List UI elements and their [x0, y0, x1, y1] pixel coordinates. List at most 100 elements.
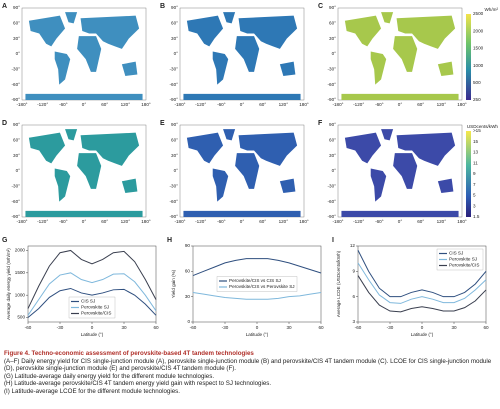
- series-line: [27, 272, 157, 316]
- x-tick-label: -30: [57, 325, 64, 330]
- lon-tick-label: 60°: [417, 102, 424, 107]
- x-tick-label: 30: [121, 325, 127, 330]
- lat-tick-label: -90°: [12, 97, 21, 102]
- x-tick-label: -60: [355, 325, 362, 330]
- lon-tick-label: -180°: [174, 219, 185, 224]
- lon-tick-label: 60°: [259, 102, 266, 107]
- lat-tick-label: 30°: [329, 153, 336, 158]
- lat-tick-label: -30°: [170, 184, 179, 189]
- lat-tick-label: 30°: [171, 36, 178, 41]
- lon-tick-label: -180°: [16, 102, 27, 107]
- lon-tick-label: 0°: [240, 102, 245, 107]
- y-tick-label: 0: [187, 319, 190, 324]
- lon-tick-label: 120°: [121, 219, 131, 224]
- lat-tick-label: 60°: [13, 21, 20, 26]
- y-tick-label: 60: [185, 269, 191, 274]
- lon-tick-label: 60°: [417, 219, 424, 224]
- y-tick-label: 30: [185, 294, 191, 299]
- lat-tick-label: 30°: [13, 36, 20, 41]
- colorbar-tick-label: 15: [473, 139, 479, 144]
- y-tick-label: 6: [352, 294, 355, 299]
- lat-tick-label: -90°: [170, 214, 179, 219]
- lon-tick-label: -60°: [375, 102, 384, 107]
- lon-tick-label: 60°: [101, 219, 108, 224]
- lon-tick-label: 0°: [398, 219, 403, 224]
- x-tick-label: -60: [190, 325, 197, 330]
- lat-tick-label: 60°: [171, 138, 178, 143]
- lon-tick-label: -120°: [37, 102, 48, 107]
- x-axis-label: Latitude (°): [81, 332, 104, 337]
- lon-tick-label: 120°: [121, 102, 131, 107]
- lat-tick-label: 90°: [13, 5, 20, 10]
- caption: Figure 4. Techno-economic assessment of …: [4, 350, 496, 396]
- colorbar-tick-label: 2500: [473, 11, 484, 16]
- lat-tick-label: -60°: [328, 82, 337, 87]
- lon-tick-label: -120°: [195, 219, 206, 224]
- lat-tick-label: -30°: [170, 67, 179, 72]
- lat-tick-label: 0°: [16, 51, 21, 56]
- lat-tick-label: 60°: [329, 138, 336, 143]
- series-line: [192, 291, 322, 300]
- y-tick-label: 1500: [15, 270, 26, 275]
- series-line: [357, 262, 487, 304]
- lon-tick-label: -120°: [37, 219, 48, 224]
- lat-tick-label: 90°: [329, 122, 336, 127]
- colorbar-tick-label: 13: [473, 150, 479, 155]
- panels: A 90°60°30°0°-30°-60°-90°-180° -120° -60° 0°…: [2, 3, 498, 337]
- lon-tick-label: 60°: [101, 102, 108, 107]
- lat-tick-label: 0°: [174, 51, 179, 56]
- lon-tick-label: -120°: [353, 102, 364, 107]
- lon-tick-label: 0°: [240, 219, 245, 224]
- colorbar-unit: Wh/m²: [484, 7, 498, 12]
- lon-tick-label: 180°: [299, 219, 309, 224]
- y-tick-label: 9: [352, 269, 355, 274]
- colorbar-tick-label: 5: [473, 193, 476, 198]
- lon-tick-label: -180°: [332, 219, 343, 224]
- legend-label: Perovskite SJ: [81, 305, 109, 310]
- lon-tick-label: 180°: [141, 219, 151, 224]
- panel-label: C: [318, 3, 323, 10]
- y-tick-label: 3: [352, 319, 355, 324]
- lon-tick-label: 180°: [457, 219, 467, 224]
- colorbar-tick-label: 9: [473, 171, 476, 176]
- lon-tick-label: -60°: [217, 219, 226, 224]
- lat-tick-label: -60°: [12, 82, 21, 87]
- panel-label: G: [2, 237, 8, 244]
- x-tick-label: 0: [421, 325, 424, 330]
- lat-tick-label: -90°: [12, 214, 21, 219]
- caption-line: (G) Latitude-average daily energy yield …: [4, 372, 215, 380]
- lon-tick-label: -60°: [59, 102, 68, 107]
- x-axis-label: Latitude (°): [411, 332, 434, 337]
- legend-label: Perovskite/CIS: [81, 311, 111, 316]
- lon-tick-label: 0°: [82, 102, 87, 107]
- y-tick-label: 90: [185, 243, 191, 248]
- lon-tick-label: -180°: [332, 102, 343, 107]
- lon-tick-label: 0°: [82, 219, 87, 224]
- lat-tick-label: 90°: [171, 5, 178, 10]
- colorbar: [466, 131, 471, 217]
- lat-tick-label: -30°: [12, 184, 21, 189]
- legend-label: Perovskite/CIS vs Perovskite SJ: [229, 284, 295, 289]
- legend-label: Perovskite/CIS vs CIS SJ: [229, 278, 281, 283]
- series-line: [192, 258, 322, 277]
- lon-tick-label: 120°: [279, 219, 289, 224]
- caption-title: Figure 4. Techno-economic assessment of …: [4, 350, 254, 357]
- x-tick-label: 0: [91, 325, 94, 330]
- colorbar-tick-label: 250: [473, 97, 481, 102]
- x-tick-label: 60: [483, 325, 489, 330]
- series-line: [357, 249, 487, 298]
- colorbar-tick-label: 1000: [473, 63, 484, 68]
- panel-label: D: [2, 120, 7, 127]
- y-tick-label: 500: [17, 315, 25, 320]
- lon-tick-label: -180°: [16, 219, 27, 224]
- lon-tick-label: -60°: [59, 219, 68, 224]
- colorbar-tick-label: 500: [473, 80, 481, 85]
- colorbar: [466, 14, 471, 100]
- lat-tick-label: -30°: [328, 67, 337, 72]
- legend-label: Perovskite SJ: [449, 257, 477, 262]
- y-axis-label: Average daily energy yield (Wh/m²): [6, 248, 11, 320]
- x-tick-label: 60: [318, 325, 324, 330]
- lon-tick-label: 0°: [398, 102, 403, 107]
- x-tick-label: 30: [286, 325, 292, 330]
